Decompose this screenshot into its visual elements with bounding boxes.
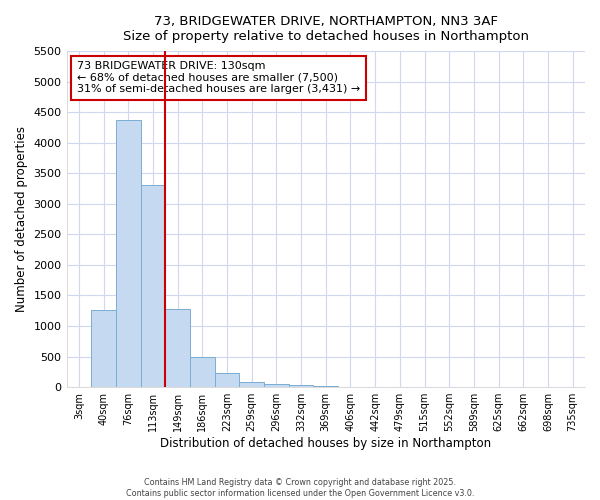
Bar: [239, 382, 264, 387]
Bar: [140, 185, 165, 387]
Title: 73, BRIDGEWATER DRIVE, NORTHAMPTON, NN3 3AF
Size of property relative to detache: 73, BRIDGEWATER DRIVE, NORTHAMPTON, NN3 …: [123, 15, 529, 43]
Bar: [313, 386, 338, 387]
Bar: [289, 386, 313, 387]
Bar: [165, 309, 190, 387]
Bar: [91, 310, 116, 387]
Text: 73 BRIDGEWATER DRIVE: 130sqm
← 68% of detached houses are smaller (7,500)
31% of: 73 BRIDGEWATER DRIVE: 130sqm ← 68% of de…: [77, 61, 360, 94]
X-axis label: Distribution of detached houses by size in Northampton: Distribution of detached houses by size …: [160, 437, 491, 450]
Y-axis label: Number of detached properties: Number of detached properties: [15, 126, 28, 312]
Bar: [190, 356, 215, 387]
Bar: [215, 373, 239, 387]
Text: Contains HM Land Registry data © Crown copyright and database right 2025.
Contai: Contains HM Land Registry data © Crown c…: [126, 478, 474, 498]
Bar: [264, 384, 289, 387]
Bar: [116, 120, 140, 387]
